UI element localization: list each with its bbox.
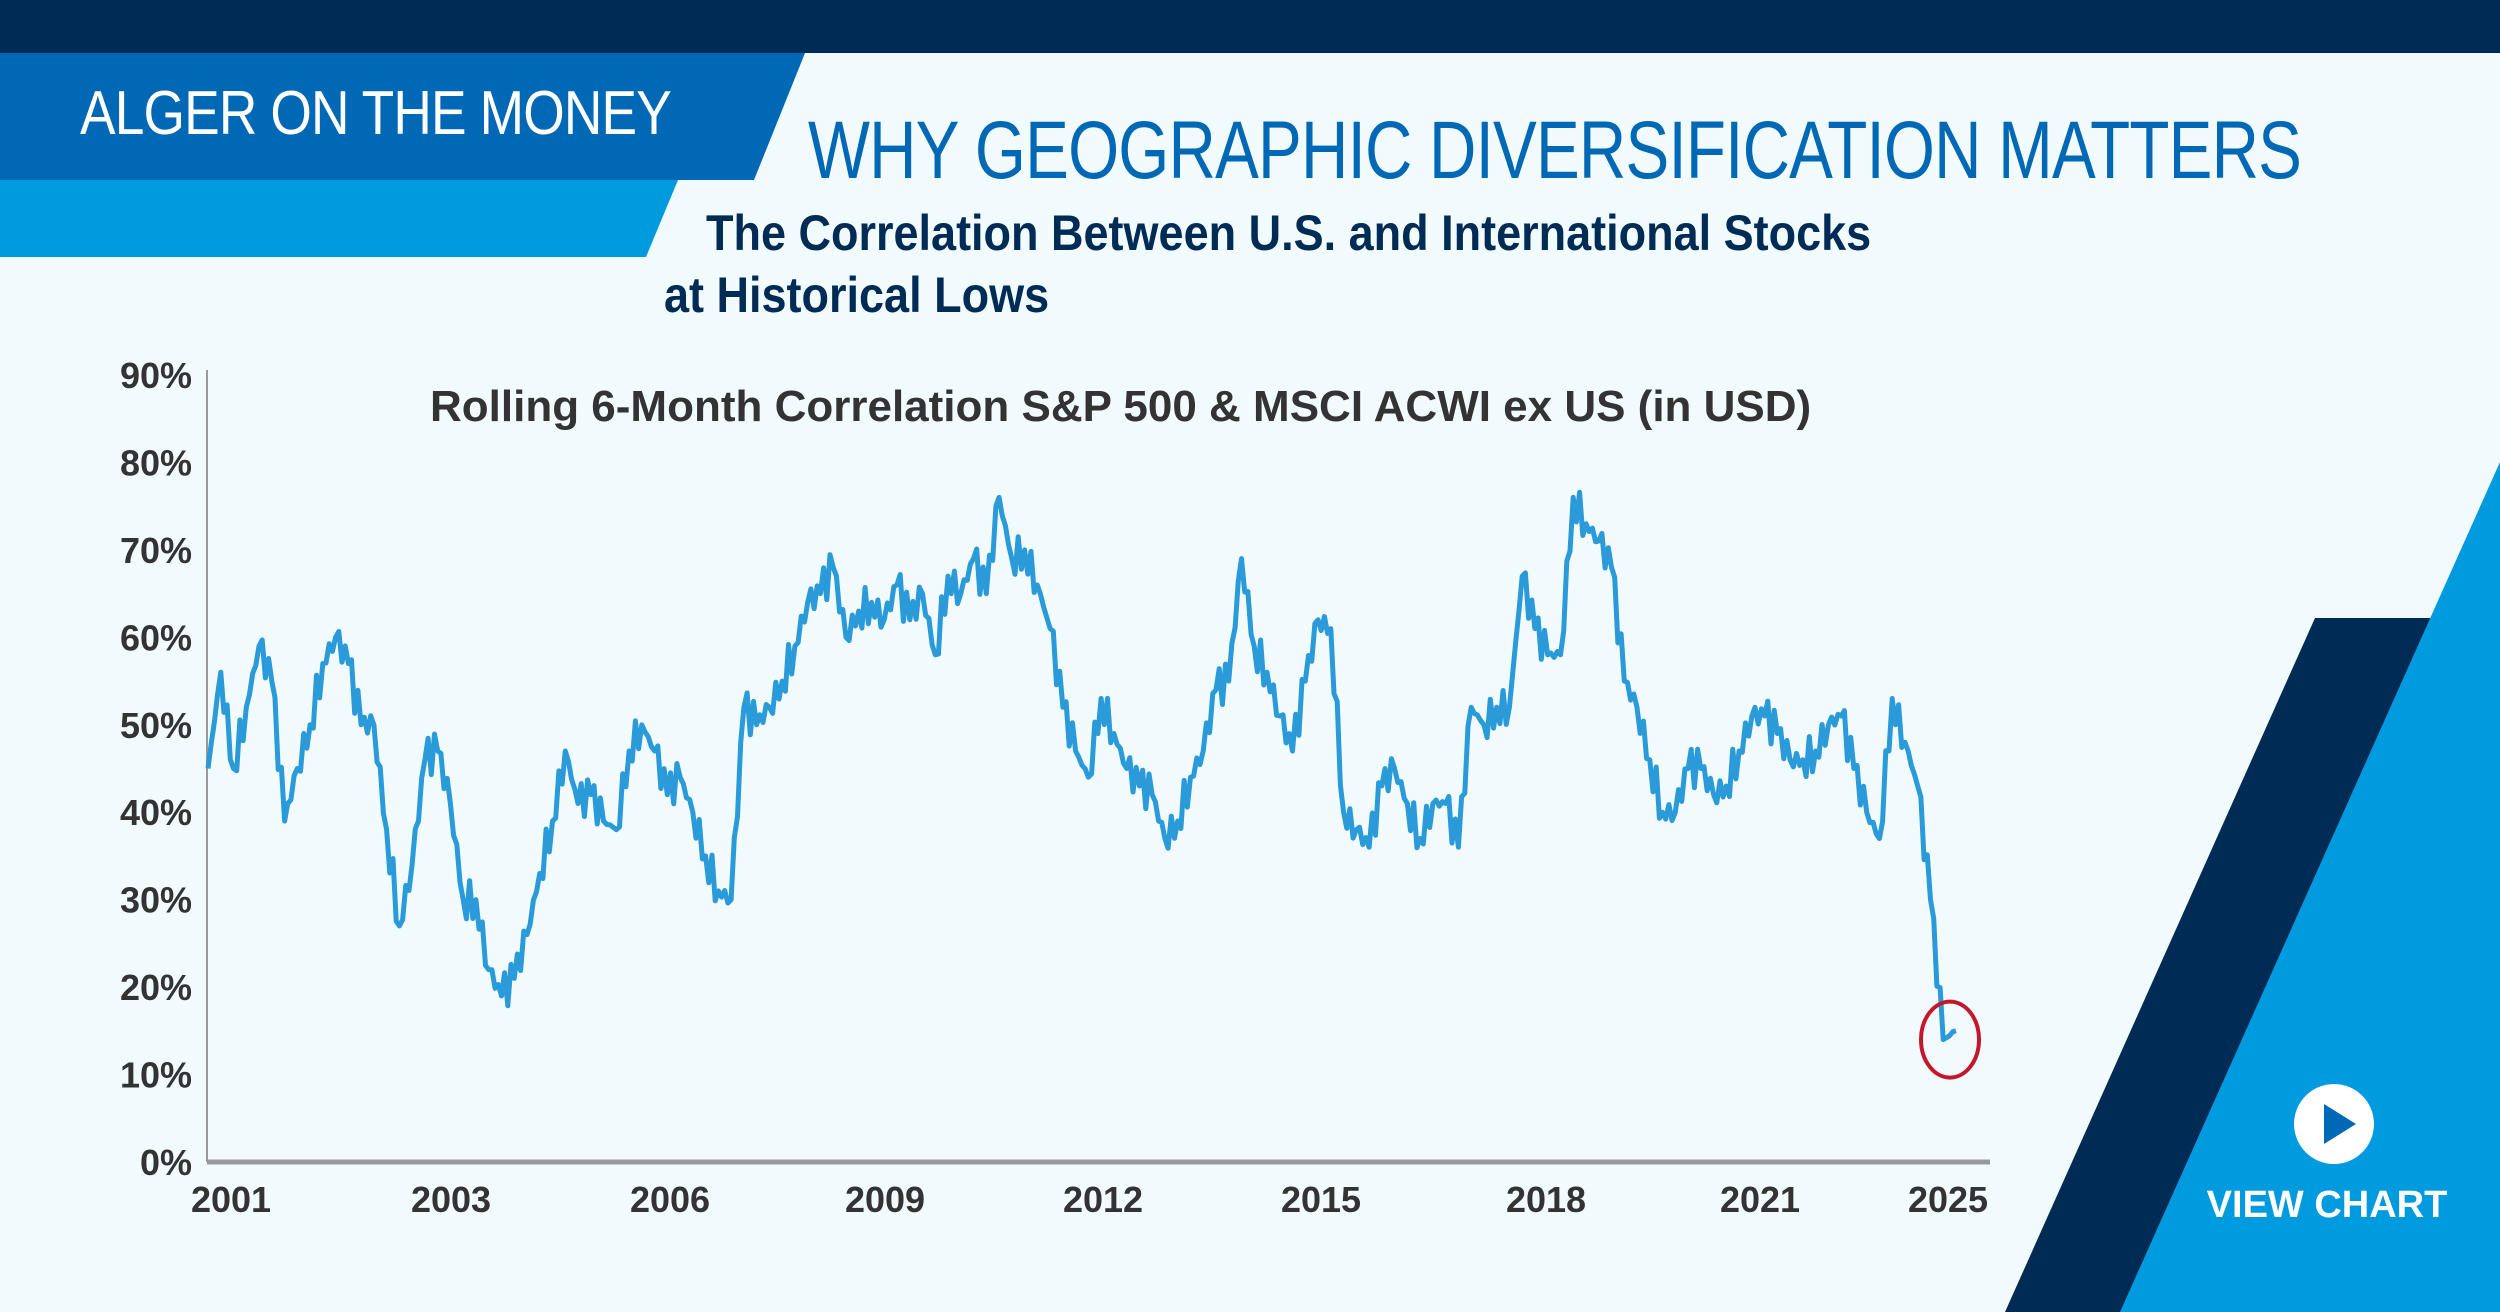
x-tick-label: 2012 (1063, 1179, 1143, 1220)
x-tick-label: 2015 (1281, 1179, 1361, 1220)
x-tick-label: 2025 (1908, 1179, 1988, 1220)
page-title: WHY GEOGRAPHIC DIVERSIFICATION MATTERS (808, 105, 2302, 196)
x-tick-label: 2001 (191, 1179, 271, 1220)
navy-stripe (2005, 618, 2431, 1312)
x-tick-label: 2006 (630, 1179, 710, 1220)
x-tick-label: 2003 (411, 1179, 491, 1220)
y-axis-ticks: 0% 10% 20% 30% 40% 50% 60% 70% 80% 90% (120, 355, 192, 1183)
view-chart-play-button[interactable] (2294, 1084, 2374, 1164)
y-tick-label: 80% (120, 442, 192, 483)
y-tick-label: 70% (120, 530, 192, 571)
y-tick-label: 60% (120, 617, 192, 658)
y-tick-label: 50% (120, 705, 192, 746)
view-chart-link[interactable]: VIEW CHART (2206, 1184, 2448, 1226)
latest-value-highlight-circle (1919, 999, 1981, 1080)
brand-accent-band (0, 180, 678, 257)
y-tick-label: 10% (120, 1055, 192, 1096)
y-tick-label: 90% (120, 355, 192, 396)
x-tick-label: 2009 (845, 1179, 925, 1220)
top-bar (0, 0, 2500, 53)
blue-corner (2120, 462, 2500, 1312)
y-tick-label: 40% (120, 792, 192, 833)
x-tick-label: 2018 (1506, 1179, 1586, 1220)
brand-banner (0, 53, 805, 180)
brand-label: ALGER ON THE MONEY (80, 79, 672, 148)
y-tick-label: 0% (140, 1142, 192, 1183)
x-tick-label: 2021 (1720, 1179, 1800, 1220)
subtitle-line-1: The Correlation Between U.S. and Interna… (706, 205, 1872, 261)
y-tick-label: 20% (120, 967, 192, 1008)
subtitle-line-2: at Historical Lows (664, 267, 1050, 323)
chart-title: Rolling 6-Month Correlation S&P 500 & MS… (430, 382, 1811, 431)
x-axis-ticks: 2001 2003 2006 2009 2012 2015 2018 2021 2025 (191, 1179, 1988, 1220)
play-icon (2324, 1104, 2356, 1144)
correlation-line (205, 489, 1957, 1043)
y-tick-label: 30% (120, 880, 192, 921)
